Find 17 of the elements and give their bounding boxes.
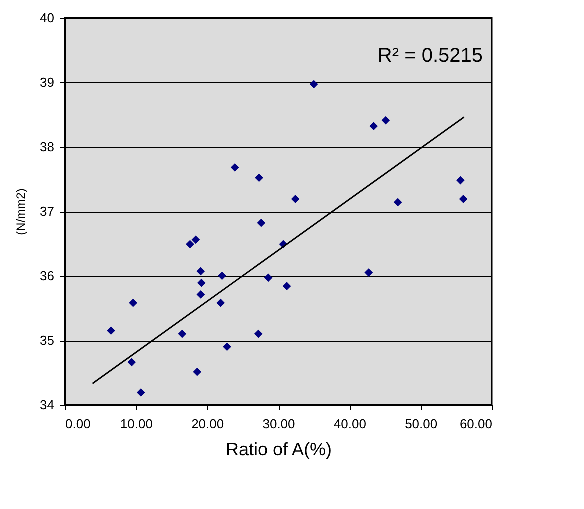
x-tick-label: 30.00 bbox=[262, 416, 296, 432]
annotation: R² = 0.5215 bbox=[378, 45, 483, 67]
x-tick-label: 60.00 bbox=[460, 416, 492, 432]
x-axis-title: Ratio of A(%) bbox=[226, 440, 332, 460]
x-tick-label: 40.00 bbox=[334, 416, 366, 432]
y-tick-label: 37 bbox=[40, 204, 54, 219]
y-tick-label: 38 bbox=[40, 140, 54, 154]
y-axis-title: (N/mm2) bbox=[14, 188, 28, 236]
y-tick-label: 40 bbox=[40, 10, 54, 26]
x-tick-label: 0.00 bbox=[66, 416, 91, 432]
y-tick-label: 34 bbox=[40, 398, 54, 412]
y-tick-label: 39 bbox=[40, 75, 54, 90]
y-tick-label: 35 bbox=[40, 333, 54, 348]
y-tick-label: 36 bbox=[40, 268, 54, 284]
x-tick-label: 20.00 bbox=[192, 416, 224, 432]
x-tick-label: 50.00 bbox=[405, 416, 438, 432]
x-tick-label: 10.00 bbox=[120, 416, 153, 432]
